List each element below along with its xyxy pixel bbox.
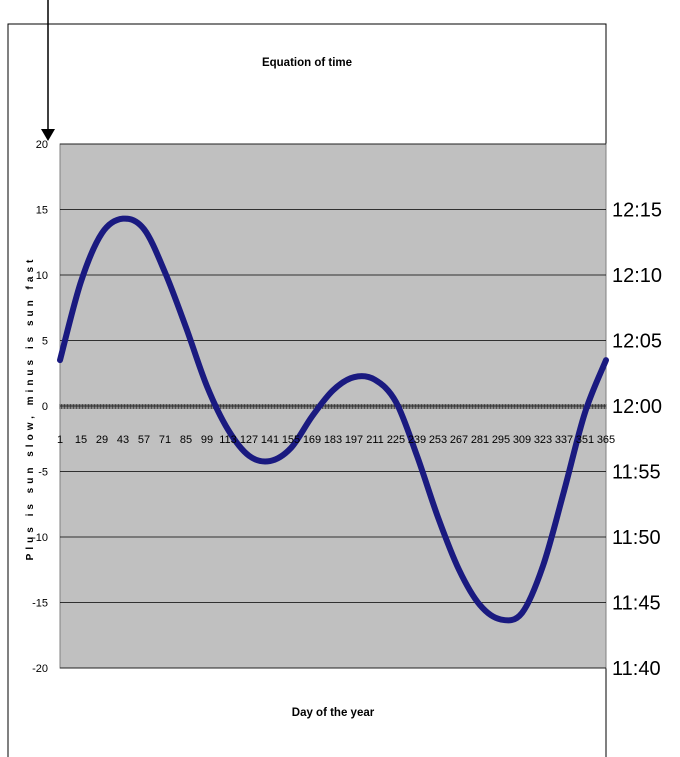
x-tick-label: 127 <box>240 434 258 446</box>
x-tick-label: 239 <box>408 434 426 446</box>
x-tick-label: 1 <box>57 434 63 446</box>
x-tick-label: 15 <box>75 434 87 446</box>
y2-tick-label: 11:45 <box>612 593 661 615</box>
y2-tick-labels: 12:15 12:10 12:05 12:00 11:55 11:50 11:45 11:40 <box>612 200 662 681</box>
y-tick-label: -5 <box>38 467 48 479</box>
y-tick-label: 5 <box>42 336 48 348</box>
x-tick-label: 211 <box>366 434 384 446</box>
y-axis-label: Plus is sun slow, minus is sun fast <box>25 256 36 561</box>
y2-tick-label: 11:40 <box>612 658 661 680</box>
x-tick-label: 253 <box>429 434 447 446</box>
y-tick-label: 10 <box>36 270 48 282</box>
chart-title: Equation of time <box>262 57 352 69</box>
x-tick-label: 337 <box>555 434 573 446</box>
x-tick-label: 71 <box>159 434 171 446</box>
x-tick-label: 309 <box>513 434 531 446</box>
x-axis-label: Day of the year <box>292 707 375 719</box>
x-tick-labels: 1 15 29 43 57 71 85 99 113 127 141 155 169 183 197 211 2… <box>57 434 615 446</box>
x-tick-label: 29 <box>96 434 108 446</box>
y2-tick-label: 12:10 <box>612 265 662 287</box>
y2-tick-label: 11:55 <box>612 462 661 484</box>
x-tick-label: 281 <box>471 434 489 446</box>
x-tick-label: 351 <box>576 434 594 446</box>
x-tick-label: 183 <box>324 434 342 446</box>
y-tick-label: 0 <box>42 401 48 413</box>
series-line <box>57 215 609 624</box>
x-tick-label: 197 <box>345 434 363 446</box>
x-tick-label: 113 <box>219 434 237 446</box>
y2-tick-label: 11:50 <box>612 527 661 549</box>
y-tick-labels: 20 15 10 5 0 -5 -10 -15 -20 <box>32 139 48 675</box>
y-tick-label: 20 <box>36 139 48 151</box>
x-tick-label: 225 <box>387 434 405 446</box>
x-tick-label: 155 <box>282 434 300 446</box>
y2-tick-label: 12:15 <box>612 200 662 222</box>
x-tick-label: 365 <box>597 434 615 446</box>
x-tick-label: 43 <box>117 434 129 446</box>
x-tick-label: 267 <box>450 434 468 446</box>
y-tick-label: -10 <box>32 532 48 544</box>
x-tick-label: 85 <box>180 434 192 446</box>
x-tick-label: 169 <box>303 434 321 446</box>
y2-tick-label: 12:00 <box>612 396 662 418</box>
x-tick-label: 295 <box>492 434 510 446</box>
x-tick-label: 323 <box>534 434 552 446</box>
series-group <box>57 215 609 624</box>
annotation-arrow <box>41 0 55 141</box>
x-tick-label: 57 <box>138 434 150 446</box>
y-tick-label: -20 <box>32 663 48 675</box>
y2-tick-label: 12:05 <box>612 331 662 353</box>
y-tick-label: 15 <box>36 205 48 217</box>
x-tick-label: 99 <box>201 434 213 446</box>
y-tick-label: -15 <box>32 598 48 610</box>
x-tick-label: 141 <box>261 434 279 446</box>
